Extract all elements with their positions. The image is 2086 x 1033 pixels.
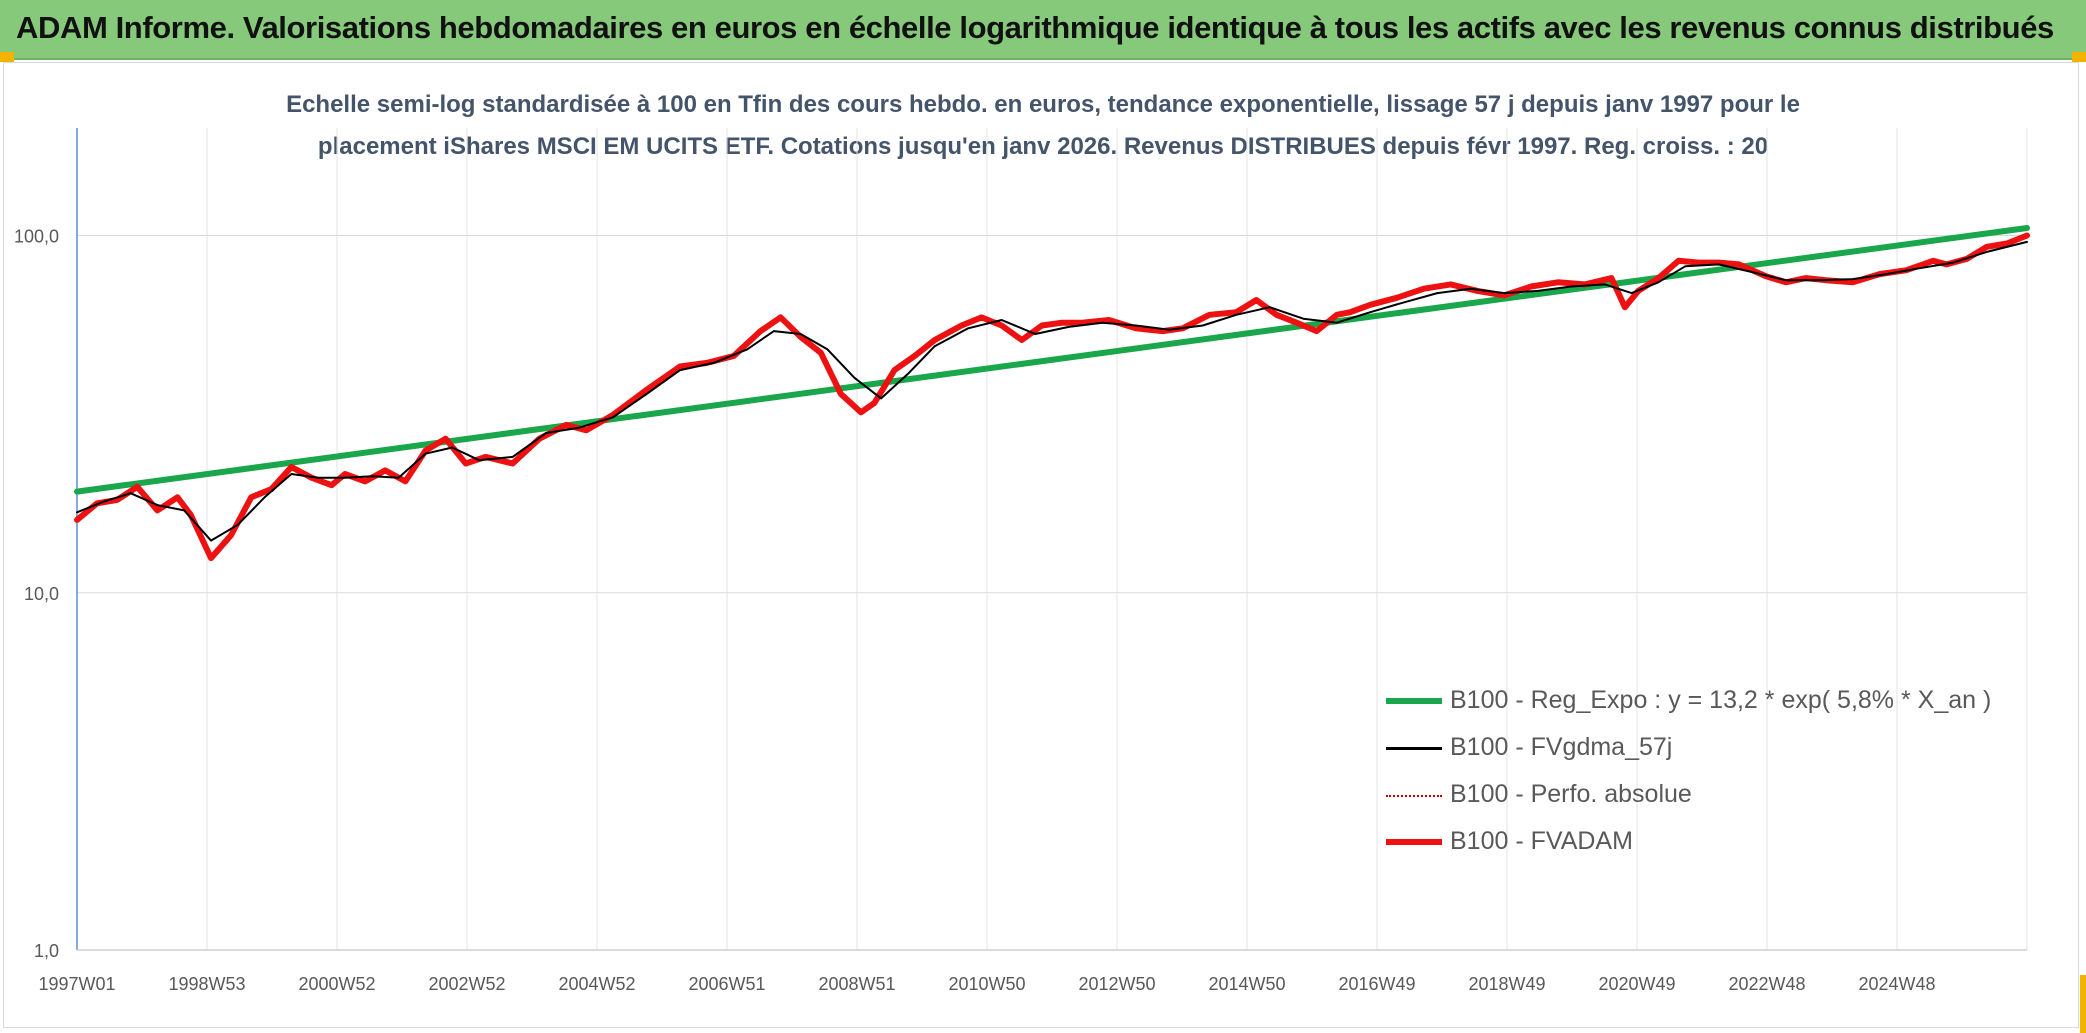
- x-tick-label: 2018W49: [1468, 974, 1545, 994]
- legend-label-fvgdma: B100 - FVgdma_57j: [1450, 733, 1673, 761]
- chart-frame: [3, 62, 2079, 1028]
- x-tick-label: 1998W53: [168, 974, 245, 994]
- chart-subtitle-line-2: placement iShares MSCI EM UCITS ETF. Cot…: [317, 133, 1769, 160]
- x-tick-label: 2014W50: [1208, 974, 1285, 994]
- corner-marker-top-right: [2072, 52, 2086, 62]
- series-line-fvadam: [74, 232, 2030, 562]
- chart-legend: B100 - Reg_Expo : y = 13,2 * exp( 5,8% *…: [1380, 680, 1991, 868]
- legend-swatch-fvadam: [1386, 839, 1442, 845]
- series-layer: [74, 225, 2030, 562]
- grid-layer: [76, 128, 2028, 951]
- x-tick-label: 2000W52: [298, 974, 375, 994]
- corner-marker-bottom-right: [2080, 975, 2086, 1033]
- x-tick-label: 2006W51: [688, 974, 765, 994]
- legend-item-fvgdma: B100 - FVgdma_57j: [1380, 727, 1980, 774]
- legend-item-perfo-absolue: B100 - Perfo. absolue: [1380, 774, 1980, 821]
- x-tick-label: 2010W50: [948, 974, 1025, 994]
- legend-label-regression: B100 - Reg_Expo : y = 13,2 * exp( 5,8% *…: [1450, 686, 1992, 714]
- report-banner: ADAM Informe. Valorisations hebdomadaire…: [0, 0, 2086, 60]
- legend-item-fvadam: B100 - FVADAM: [1380, 821, 1980, 868]
- corner-marker-top-left: [0, 52, 14, 62]
- legend-item-regression: B100 - Reg_Expo : y = 13,2 * exp( 5,8% *…: [1380, 680, 1991, 727]
- y-tick-label: 1,0: [34, 941, 59, 961]
- x-tick-label: 2012W50: [1078, 974, 1155, 994]
- x-tick-label: 2008W51: [818, 974, 895, 994]
- chart-subtitle-line-1: Echelle semi-log standardisée à 100 en T…: [286, 91, 1800, 118]
- y-tick-label: 100,0: [14, 227, 59, 247]
- series-line-fvgdma: [76, 240, 2028, 542]
- report-title: ADAM Informe. Valorisations hebdomadaire…: [16, 10, 2054, 45]
- x-tick-label: 2022W48: [1728, 974, 1805, 994]
- x-tick-label: 2016W49: [1338, 974, 1415, 994]
- axis-layer: [76, 128, 2027, 951]
- legend-label-perfo-absolue: B100 - Perfo. absolue: [1450, 780, 1692, 808]
- x-tick-label: 2004W52: [558, 974, 635, 994]
- legend-swatch-regression: [1386, 698, 1442, 704]
- x-tick-label: 2024W48: [1858, 974, 1935, 994]
- x-tick-label: 2002W52: [428, 974, 505, 994]
- legend-swatch-fvgdma: [1386, 747, 1442, 750]
- chart-subtitle: Echelle semi-log standardisée à 100 en T…: [0, 84, 2086, 168]
- tick-label-layer: 1997W01 1998W53 2000W52 2002W52 2004W52 2006W…: [14, 227, 1936, 994]
- legend-swatch-perfo-absolue: [1386, 795, 1442, 797]
- y-tick-label: 10,0: [24, 584, 59, 604]
- legend-label-fvadam: B100 - FVADAM: [1450, 827, 1633, 855]
- series-line-regression: [74, 225, 2030, 495]
- x-tick-label: 2020W49: [1598, 974, 1675, 994]
- x-tick-label: 1997W01: [38, 974, 115, 994]
